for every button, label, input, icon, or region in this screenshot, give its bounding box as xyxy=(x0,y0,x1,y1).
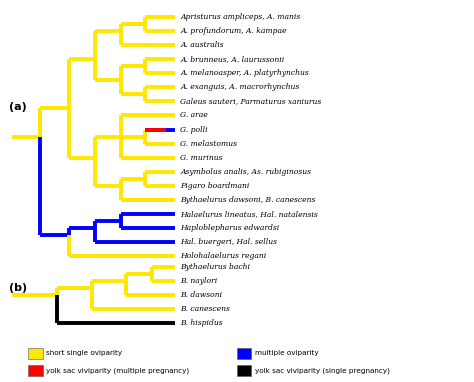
Text: G. melastomus: G. melastomus xyxy=(180,139,237,147)
Bar xyxy=(28,365,43,376)
Text: G. polli: G. polli xyxy=(180,126,208,134)
Text: short single oviparity: short single oviparity xyxy=(46,350,123,356)
Text: Halaelurus lineatus, Hal. natalensis: Halaelurus lineatus, Hal. natalensis xyxy=(180,210,318,218)
Text: yolk sac viviparity (multiple pregnancy): yolk sac viviparity (multiple pregnancy) xyxy=(46,367,190,374)
Text: B. canescens: B. canescens xyxy=(180,305,230,313)
Text: (a): (a) xyxy=(9,102,27,112)
Text: Haploblepharus edwardsi: Haploblepharus edwardsi xyxy=(180,224,279,232)
Text: Bythaelurus dawsoni, B. canescens: Bythaelurus dawsoni, B. canescens xyxy=(180,196,316,204)
Text: B. naylori: B. naylori xyxy=(180,277,218,285)
Text: A. exanguis, A. macrorhynchus: A. exanguis, A. macrorhynchus xyxy=(180,83,300,91)
Text: Bythaelurus bachi: Bythaelurus bachi xyxy=(180,264,250,271)
Text: Holohalaelurus regani: Holohalaelurus regani xyxy=(180,252,266,260)
Text: G. arae: G. arae xyxy=(180,112,208,120)
Text: Galeus sauteri, Parmaturus xaniurus: Galeus sauteri, Parmaturus xaniurus xyxy=(180,97,321,105)
Text: Apristurus ampliceps, A. manis: Apristurus ampliceps, A. manis xyxy=(180,13,301,21)
Text: Hal. buergeri, Hal. sellus: Hal. buergeri, Hal. sellus xyxy=(180,238,277,246)
Text: yolk sac viviparity (single pregnancy): yolk sac viviparity (single pregnancy) xyxy=(255,367,390,374)
Text: A. melanoasper, A. platyrhynchus: A. melanoasper, A. platyrhynchus xyxy=(180,70,309,78)
Text: A. brunneus, A. laurussonii: A. brunneus, A. laurussonii xyxy=(180,55,284,63)
Text: Figaro boardmani: Figaro boardmani xyxy=(180,182,249,190)
Text: B. hispidus: B. hispidus xyxy=(180,319,223,327)
Text: (b): (b) xyxy=(9,283,27,293)
Bar xyxy=(237,365,251,376)
Text: Asymbolus analis, As. rubiginosus: Asymbolus analis, As. rubiginosus xyxy=(180,168,311,176)
Text: multiple oviparity: multiple oviparity xyxy=(255,350,319,356)
Text: G. murinus: G. murinus xyxy=(180,154,223,162)
Bar xyxy=(237,348,251,359)
Text: A. australis: A. australis xyxy=(180,41,224,49)
Text: A. profundorum, A. kampae: A. profundorum, A. kampae xyxy=(180,27,287,35)
Bar xyxy=(28,348,43,359)
Text: B. dawsoni: B. dawsoni xyxy=(180,291,222,299)
